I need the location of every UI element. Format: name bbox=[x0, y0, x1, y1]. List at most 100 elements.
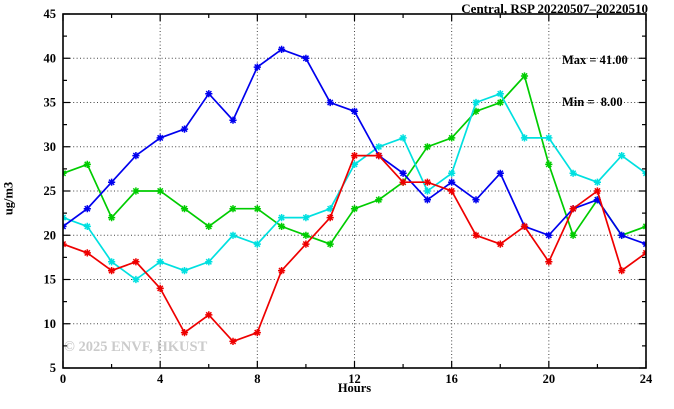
y-tick-label: 15 bbox=[44, 273, 57, 287]
watermark: © 2025 ENVF, HKUST bbox=[64, 339, 208, 355]
plot-frame bbox=[62, 13, 647, 369]
series-cyan-marker bbox=[180, 267, 189, 275]
series-green-marker bbox=[107, 214, 116, 222]
y-tick-label: 45 bbox=[44, 7, 57, 21]
series-cyan-marker bbox=[253, 240, 261, 248]
series-red-marker bbox=[448, 187, 456, 195]
x-tick-label: 24 bbox=[640, 372, 653, 386]
y-tick-label: 20 bbox=[44, 228, 57, 242]
stat-max: Max = 41.00 bbox=[562, 53, 628, 67]
series-cyan-marker bbox=[618, 152, 626, 160]
series-red-marker bbox=[132, 258, 140, 266]
series-red-marker bbox=[375, 152, 383, 160]
series-green-marker bbox=[83, 160, 91, 168]
series-red-marker bbox=[472, 231, 480, 239]
series-blue-marker bbox=[156, 134, 164, 142]
series-cyan-marker bbox=[569, 169, 577, 177]
series-cyan-line bbox=[62, 92, 647, 281]
series-green-marker bbox=[302, 231, 310, 239]
y-tick-label: 25 bbox=[44, 184, 57, 198]
series-cyan-marker bbox=[107, 258, 116, 266]
series-green-marker bbox=[496, 98, 504, 107]
series-green-marker bbox=[545, 160, 553, 168]
series-cyan-marker bbox=[83, 222, 91, 230]
series-blue-marker bbox=[180, 125, 189, 133]
series-blue-marker bbox=[83, 205, 91, 213]
x-tick-label: 12 bbox=[348, 372, 361, 386]
series-green-marker bbox=[472, 107, 480, 115]
series-cyan-marker bbox=[350, 160, 359, 168]
series-cyan-marker bbox=[472, 98, 480, 107]
series-cyan-marker bbox=[496, 90, 504, 98]
series-cyan-marker bbox=[375, 143, 383, 151]
series-green-marker bbox=[423, 143, 431, 151]
series-green-marker bbox=[278, 222, 286, 230]
series-cyan-marker bbox=[302, 214, 310, 222]
series-red-marker bbox=[229, 337, 237, 345]
series-green-marker bbox=[448, 134, 456, 142]
series-green-marker bbox=[132, 187, 140, 195]
series-green-marker bbox=[520, 72, 529, 80]
series-green-marker bbox=[253, 205, 261, 213]
y-tick-label: 5 bbox=[50, 361, 56, 375]
series-blue-marker bbox=[229, 116, 237, 124]
x-tick-label: 0 bbox=[60, 372, 66, 386]
series-blue-marker bbox=[496, 169, 504, 177]
series-red-marker bbox=[180, 329, 189, 337]
y-tick-label: 40 bbox=[44, 51, 57, 65]
series-green-marker bbox=[229, 205, 237, 213]
y-tick-label: 30 bbox=[44, 140, 57, 154]
series-green-marker bbox=[180, 205, 189, 213]
series-red-marker bbox=[350, 152, 359, 160]
series-red-marker bbox=[156, 284, 164, 292]
stats-box: Max = 41.00 Min = 8.00 bbox=[562, 25, 628, 137]
series-red-marker bbox=[205, 311, 213, 319]
series-blue-marker bbox=[205, 90, 213, 98]
series-red-marker bbox=[569, 205, 577, 213]
series-cyan-marker bbox=[545, 134, 553, 142]
series-blue-marker bbox=[593, 196, 602, 204]
series-cyan-marker bbox=[229, 231, 237, 239]
stat-min: Min = 8.00 bbox=[562, 95, 623, 109]
series-green-marker bbox=[156, 187, 164, 195]
series-blue-marker bbox=[545, 231, 553, 239]
series-cyan-marker bbox=[448, 169, 456, 177]
series-red-marker bbox=[83, 249, 91, 257]
series-blue-marker bbox=[326, 98, 334, 107]
series-green-marker bbox=[569, 231, 577, 239]
series-blue-marker bbox=[278, 45, 286, 54]
series-blue-marker bbox=[253, 63, 261, 71]
series-cyan-marker bbox=[593, 178, 602, 186]
x-tick-label: 20 bbox=[543, 372, 556, 386]
series-blue-marker bbox=[350, 107, 359, 115]
series-red-marker bbox=[302, 240, 310, 248]
y-axis-title: ug/m3 bbox=[1, 181, 16, 216]
series-red-marker bbox=[423, 178, 431, 186]
series-red-marker bbox=[107, 267, 116, 275]
y-tick-label: 35 bbox=[44, 96, 57, 110]
series-red-marker bbox=[253, 329, 261, 337]
series-blue-marker bbox=[618, 231, 626, 239]
x-tick-label: 16 bbox=[445, 372, 458, 386]
series-cyan-marker bbox=[156, 258, 164, 266]
series-red-marker bbox=[326, 214, 334, 222]
series-red-marker bbox=[545, 258, 553, 266]
series-blue-marker bbox=[107, 178, 116, 186]
series-red-marker bbox=[520, 222, 529, 230]
series-cyan-marker bbox=[520, 134, 529, 142]
series-red-marker bbox=[496, 240, 504, 248]
x-axis-title: Hours bbox=[337, 381, 372, 395]
series-cyan-marker bbox=[326, 205, 334, 213]
series-green-marker bbox=[205, 222, 213, 230]
series-blue-marker bbox=[423, 196, 431, 204]
series-red-marker bbox=[399, 178, 407, 186]
series-blue-marker bbox=[448, 178, 456, 186]
chart-title: Central, RSP 20220507–20220510 bbox=[461, 1, 648, 16]
y-tick-label: 10 bbox=[44, 317, 57, 331]
x-tick-label: 8 bbox=[254, 372, 260, 386]
series-blue-marker bbox=[472, 196, 480, 204]
series-blue-marker bbox=[302, 54, 310, 62]
series-green-marker bbox=[350, 205, 359, 213]
